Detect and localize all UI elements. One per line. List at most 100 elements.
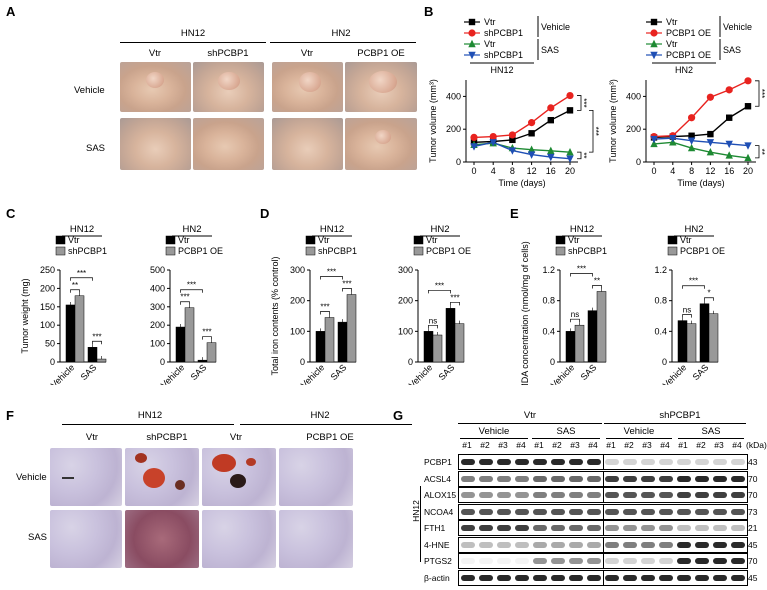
y-tick-label: 200 bbox=[446, 124, 461, 134]
lane-label: #3 bbox=[714, 440, 724, 450]
data-point bbox=[707, 130, 714, 138]
panel-b-chart-hn12: Tumor volume (mm³) 0 200 400 0 4 8 12 16 20 Time (… bbox=[428, 79, 600, 188]
blot-band bbox=[695, 508, 709, 515]
data-point bbox=[688, 114, 696, 122]
blot-band bbox=[695, 541, 709, 548]
sig-label: *** bbox=[320, 303, 329, 312]
sig-bracket bbox=[704, 297, 714, 301]
panel-g-sub-line-4 bbox=[678, 438, 744, 439]
blot-band bbox=[605, 574, 619, 581]
bar bbox=[197, 359, 208, 363]
bar bbox=[87, 347, 98, 363]
sig-label: *** bbox=[342, 280, 351, 289]
data-point bbox=[650, 135, 658, 144]
kda-marker: 21 bbox=[748, 523, 758, 533]
legend-marker bbox=[650, 18, 658, 26]
panel-f-group-line-1 bbox=[62, 424, 234, 425]
bar bbox=[677, 320, 688, 363]
lane-label: #1 bbox=[534, 440, 544, 450]
blot-band bbox=[677, 574, 691, 581]
blot-band bbox=[641, 475, 655, 482]
blot-band bbox=[713, 574, 727, 581]
sig-bracket bbox=[428, 289, 451, 294]
legend-label: PCBP1 OE bbox=[680, 246, 725, 256]
lane-label: #1 bbox=[462, 440, 472, 450]
blot-band bbox=[713, 541, 727, 548]
sig-label: ns bbox=[429, 316, 437, 325]
legend-label: shPCBP1 bbox=[68, 246, 107, 256]
panel-a-col-4: PCBP1 OE bbox=[357, 48, 405, 59]
sig-label: ** bbox=[757, 149, 766, 155]
blot-band bbox=[731, 508, 745, 515]
lane-label: #1 bbox=[606, 440, 616, 450]
x-tick-label: 4 bbox=[670, 166, 675, 176]
blot-band bbox=[623, 459, 637, 465]
blot-band bbox=[569, 541, 583, 548]
blot-band bbox=[659, 558, 673, 564]
blot-band bbox=[731, 541, 745, 548]
panel-g-group-line-1 bbox=[458, 423, 602, 424]
blot-band bbox=[713, 475, 727, 482]
blot-divider bbox=[603, 537, 604, 552]
bar bbox=[708, 313, 719, 363]
sig-bracket bbox=[320, 276, 343, 280]
bar bbox=[432, 334, 443, 363]
sig-label: *** bbox=[77, 269, 86, 278]
legend-label: PCBP1 OE bbox=[666, 28, 711, 38]
panel-a-row-sas: SAS bbox=[86, 143, 106, 154]
blot-divider bbox=[603, 455, 604, 469]
legend-marker bbox=[468, 29, 476, 37]
y-tick-label: 300 bbox=[150, 302, 165, 312]
series-line bbox=[653, 80, 749, 138]
ihc-hn2-pcbp1oe-sas bbox=[279, 510, 353, 568]
sig-label: * bbox=[707, 289, 710, 298]
blot-band bbox=[533, 541, 547, 548]
lane-label: #4 bbox=[588, 440, 598, 450]
ihc-hn12-vtr-sas bbox=[50, 510, 122, 568]
data-point bbox=[566, 147, 574, 156]
y-tick-label: 200 bbox=[290, 296, 305, 306]
blot-band bbox=[587, 475, 601, 482]
blot-band bbox=[641, 525, 655, 531]
blot-band bbox=[551, 541, 565, 548]
protein-label: 4-HNE bbox=[424, 539, 450, 550]
blot-band bbox=[695, 558, 709, 564]
protein-label: ACSL4 bbox=[424, 473, 451, 484]
blot-band bbox=[479, 574, 493, 581]
sig-label: ** bbox=[72, 281, 78, 290]
bar bbox=[74, 295, 85, 363]
blot-band bbox=[551, 525, 565, 531]
data-point bbox=[470, 143, 478, 151]
legend-swatch bbox=[667, 235, 678, 245]
blot-band bbox=[623, 525, 637, 531]
data-point bbox=[706, 93, 714, 101]
ihc-hn2-vtr-vehicle bbox=[202, 448, 276, 506]
sig-label: ** bbox=[594, 276, 600, 285]
photo-hn12-shpcbp1-sas bbox=[193, 118, 264, 170]
blot-band bbox=[713, 508, 727, 515]
panel-f-row-vehicle: Vehicle bbox=[16, 472, 47, 483]
blot-band bbox=[677, 459, 691, 465]
blot-band bbox=[605, 525, 619, 531]
panel-c-label: C bbox=[6, 206, 16, 221]
panel-g-group-shpcbp1: shPCBP1 bbox=[659, 410, 701, 421]
blot-band bbox=[551, 459, 565, 465]
bar bbox=[574, 324, 585, 363]
blot-band bbox=[605, 541, 619, 548]
sig-bracket bbox=[592, 285, 602, 289]
panel-f-label: F bbox=[6, 408, 14, 423]
bar bbox=[65, 304, 76, 363]
legend-label: Vtr bbox=[484, 17, 496, 27]
photo-hn2-vtr-vehicle bbox=[272, 62, 343, 112]
x-tick-label: SAS bbox=[329, 362, 349, 382]
lane-label: #3 bbox=[498, 440, 508, 450]
blot-band bbox=[569, 525, 583, 531]
x-tick-label: 16 bbox=[546, 166, 556, 176]
data-point bbox=[744, 103, 752, 110]
blot-band bbox=[479, 508, 493, 515]
kda-marker: 70 bbox=[748, 490, 758, 500]
x-tick-label: 16 bbox=[724, 166, 734, 176]
blot-band bbox=[587, 492, 601, 498]
protein-label: FTH1 bbox=[424, 523, 446, 533]
